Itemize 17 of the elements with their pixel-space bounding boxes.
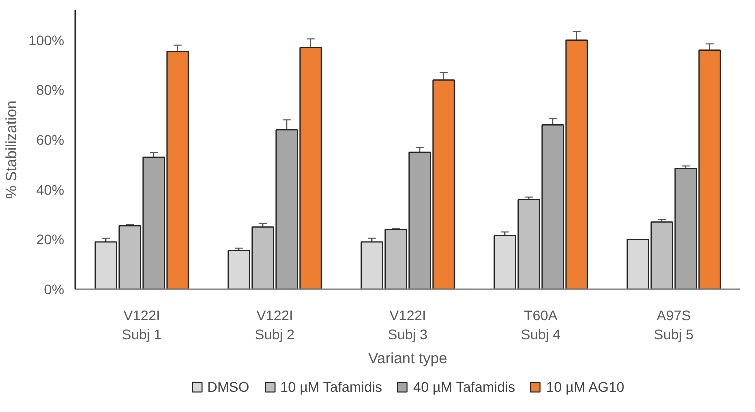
legend-label: 10 µM AG10 (546, 379, 625, 395)
legend-label: 10 µM Tafamidis (280, 379, 382, 395)
y-tick-label: 0% (44, 282, 64, 298)
x-tick-label: T60A Subj 4 (521, 308, 562, 343)
y-tick-label: 40% (36, 182, 65, 198)
y-tick-label: 60% (36, 132, 65, 148)
x-tick-label: V122I Subj 3 (388, 308, 428, 343)
x-axis-title: Variant type (368, 350, 448, 368)
x-tick-label: A97S Subj 5 (654, 308, 694, 343)
x-tick-label: V122I Subj 2 (255, 308, 296, 343)
x-tick-label: V122I Subj 1 (122, 308, 162, 343)
y-tick-label: 80% (36, 82, 65, 98)
y-axis-title: % Stabilization (4, 100, 21, 200)
y-tick-label: 20% (36, 232, 65, 248)
legend-label: 40 µM Tafamidis (413, 379, 516, 395)
y-tick-label: 100% (28, 32, 65, 48)
legend-label: DMSO (207, 379, 250, 395)
